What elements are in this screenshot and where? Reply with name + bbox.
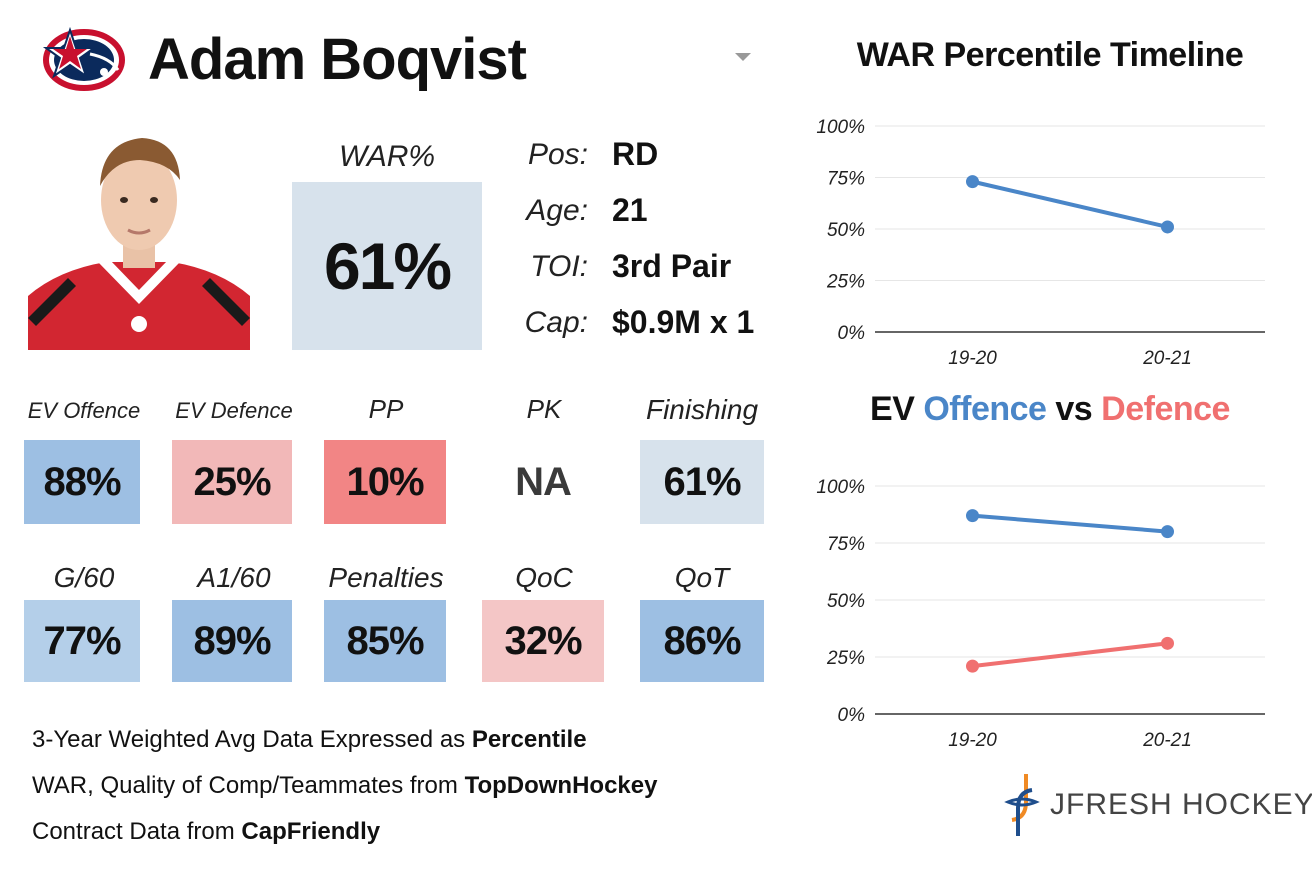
x-tick-label: 19-20 xyxy=(948,348,997,369)
x-tick-label: 20-21 xyxy=(1142,730,1192,751)
x-tick-label: 20-21 xyxy=(1142,348,1192,369)
stat-value: 77% xyxy=(43,618,121,663)
y-tick-label: 50% xyxy=(827,220,865,241)
stat-label-pk: PK xyxy=(526,394,562,424)
stat-value: 86% xyxy=(663,618,741,663)
stat-box-penalties: 85% xyxy=(324,600,446,682)
stat-box-pk: NA xyxy=(482,440,604,524)
note-line: Contract Data from CapFriendly xyxy=(32,818,381,845)
x-tick-label: 19-20 xyxy=(948,730,997,751)
y-tick-label: 50% xyxy=(827,591,865,612)
brand-name: JFRESH HOCKEY xyxy=(1050,788,1312,821)
y-tick-label: 0% xyxy=(838,323,866,344)
info-label-toi: TOI: xyxy=(530,250,588,283)
y-tick-label: 0% xyxy=(838,705,866,726)
stat-value: 32% xyxy=(504,618,582,663)
stat-value: 88% xyxy=(43,459,121,504)
y-tick-label: 25% xyxy=(826,272,865,293)
chart-title-war-timeline: WAR Percentile Timeline xyxy=(856,36,1244,74)
data-point xyxy=(966,509,979,523)
stat-box-qoc: 32% xyxy=(482,600,604,682)
stat-box-g60: 77% xyxy=(24,600,140,682)
stat-value: 85% xyxy=(346,618,424,663)
series-line xyxy=(972,179,1168,229)
data-point xyxy=(966,175,979,189)
info-value-cap: $0.9M x 1 xyxy=(612,304,755,340)
stat-box-ev-defence: 25% xyxy=(172,440,292,524)
series-line xyxy=(972,641,1168,669)
y-tick-label: 100% xyxy=(816,117,865,138)
note-line: 3-Year Weighted Avg Data Expressed as Pe… xyxy=(32,726,587,753)
stat-label-finishing: Finishing xyxy=(645,394,759,425)
info-label-pos: Pos: xyxy=(527,138,588,171)
data-point xyxy=(1161,636,1174,650)
stat-value: 89% xyxy=(193,618,271,663)
stat-label-g60: G/60 xyxy=(53,562,115,593)
stat-label-a160: A1/60 xyxy=(197,562,271,593)
info-value-age: 21 xyxy=(612,192,648,228)
war-value-box: 61% xyxy=(292,182,482,350)
war-label: WAR% xyxy=(338,140,436,173)
note-line: WAR, Quality of Comp/Teammates from TopD… xyxy=(32,772,658,799)
stat-label-qot: QoT xyxy=(674,562,730,593)
stat-box-pp: 10% xyxy=(324,440,446,524)
info-value-pos: RD xyxy=(612,136,659,172)
stat-value: 10% xyxy=(346,459,424,504)
info-label-age: Age: xyxy=(526,194,588,227)
stat-value: 61% xyxy=(663,459,741,504)
player-photo xyxy=(28,128,250,350)
stat-box-finishing: 61% xyxy=(640,440,764,524)
war-timeline-chart: 100% 75% 50% 25% 0% 19-20 20-21 xyxy=(816,117,1265,369)
team-logo-icon xyxy=(40,24,126,94)
info-value-toi: 3rd Pair xyxy=(612,248,732,284)
stat-label-ev-defence: EV Defence xyxy=(175,398,293,423)
player-name: Adam Boqvist xyxy=(148,27,527,92)
stat-label-penalties: Penalties xyxy=(328,562,444,593)
series-line xyxy=(972,513,1168,534)
stat-box-qot: 86% xyxy=(640,600,764,682)
war-value: 61% xyxy=(323,229,452,303)
brand-logo: JFRESH HOCKEY xyxy=(1004,770,1312,840)
y-tick-label: 25% xyxy=(826,648,865,669)
stat-value: NA xyxy=(515,459,572,504)
data-point xyxy=(1161,525,1174,539)
stat-label-pp: PP xyxy=(368,394,404,424)
jfresh-logo-icon xyxy=(1004,774,1040,836)
y-tick-label: 100% xyxy=(816,477,865,498)
data-point xyxy=(966,659,979,673)
chart-title-ev: EV Offence vs Defence xyxy=(870,390,1230,428)
stat-value: 25% xyxy=(193,459,271,504)
stat-box-a160: 89% xyxy=(172,600,292,682)
y-tick-label: 75% xyxy=(827,169,865,190)
stat-box-ev-offence: 88% xyxy=(24,440,140,524)
info-label-cap: Cap: xyxy=(524,306,588,339)
y-tick-label: 75% xyxy=(827,534,865,555)
ev-offence-defence-chart: 100% 75% 50% 25% 0% 19-20 20-21 xyxy=(816,477,1265,751)
stat-label-qoc: QoC xyxy=(515,562,573,593)
data-point xyxy=(1161,220,1174,234)
stat-label-ev-offence: EV Offence xyxy=(27,398,141,423)
chevron-down-icon[interactable] xyxy=(733,50,753,64)
